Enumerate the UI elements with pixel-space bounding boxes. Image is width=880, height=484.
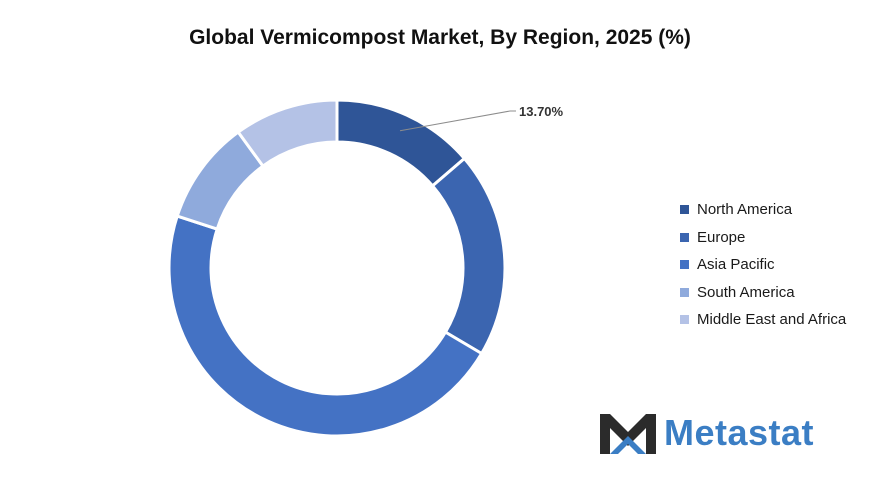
legend-swatch xyxy=(680,205,689,215)
slice-europe xyxy=(430,156,507,356)
chart-title: Global Vermicompost Market, By Region, 2… xyxy=(189,26,691,49)
legend-label: North America xyxy=(697,201,793,219)
legend-swatch xyxy=(680,287,689,297)
legend-item-middle-east-and-africa: Middle East and Africa xyxy=(680,306,846,334)
legend-item-south-america: South America xyxy=(680,279,846,307)
data-label-north-america: 13.70% xyxy=(519,104,564,119)
legend-item-asia-pacific: Asia Pacific xyxy=(680,251,846,279)
metastat-logo: Metastat xyxy=(598,410,814,456)
chart-legend: North America Europe Asia Pacific South Ame… xyxy=(680,196,846,334)
legend-swatch xyxy=(680,260,689,270)
metastat-m-icon xyxy=(600,414,656,454)
legend-swatch xyxy=(680,232,689,242)
legend-swatch xyxy=(680,315,689,325)
legend-item-north-america: North America xyxy=(680,196,846,224)
leader-line-north-america xyxy=(399,110,516,132)
legend-label: Middle East and Africa xyxy=(697,311,847,329)
slice-middle-east-and-africa xyxy=(236,98,339,169)
slice-asia-pacific xyxy=(167,214,484,438)
legend-label: Asia Pacific xyxy=(697,256,775,274)
logo-text: Metastat xyxy=(664,412,815,453)
legend-item-europe: Europe xyxy=(680,224,846,252)
legend-label: South America xyxy=(697,283,795,301)
legend-label: Europe xyxy=(697,228,746,246)
